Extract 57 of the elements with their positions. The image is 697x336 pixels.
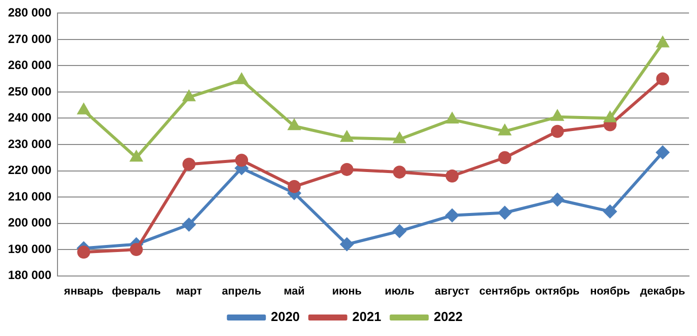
point xyxy=(498,206,512,220)
point xyxy=(446,208,459,222)
point xyxy=(550,124,564,138)
point xyxy=(394,132,406,144)
y-tick-label: 190 000 xyxy=(8,242,52,256)
point xyxy=(604,204,617,218)
point xyxy=(182,158,196,171)
y-tick-label: 270 000 xyxy=(8,32,52,46)
x-tick-label: январь xyxy=(64,285,104,298)
x-tick-label: апрель xyxy=(222,285,262,298)
point xyxy=(288,120,300,130)
point xyxy=(498,151,512,164)
point xyxy=(182,218,196,232)
point xyxy=(183,90,195,102)
legend-label: 2021 xyxy=(352,309,382,324)
point xyxy=(288,180,301,194)
y-tick-label: 260 000 xyxy=(8,58,52,72)
point xyxy=(341,131,353,142)
y-tick-label: 210 000 xyxy=(8,189,52,204)
point xyxy=(446,113,458,124)
point xyxy=(656,146,670,159)
x-tick-label: июнь xyxy=(332,285,362,298)
y-tick-label: 240 000 xyxy=(8,110,52,125)
x-tick-label: декабрь xyxy=(640,285,686,298)
point xyxy=(340,238,354,251)
x-tick-label: февраль xyxy=(112,285,162,298)
point xyxy=(498,124,511,136)
point xyxy=(235,154,248,167)
x-tick-label: июль xyxy=(384,285,415,298)
point xyxy=(656,36,669,48)
y-tick-label: 200 000 xyxy=(8,216,52,230)
point xyxy=(550,193,564,206)
point xyxy=(77,246,90,259)
x-tick-label: октябрь xyxy=(535,285,580,298)
x-tick-label: сентябрь xyxy=(479,285,530,298)
y-tick-label: 280 000 xyxy=(8,6,52,20)
y-tick-label: 230 000 xyxy=(8,136,52,151)
y-tick-label: 250 000 xyxy=(8,84,52,98)
point xyxy=(552,110,564,121)
point xyxy=(393,224,406,238)
legend-label: 2020 xyxy=(270,309,300,324)
point xyxy=(78,104,90,114)
point xyxy=(604,112,616,122)
point xyxy=(236,74,248,84)
point xyxy=(446,170,459,183)
x-tick-label: август xyxy=(434,285,470,298)
point xyxy=(130,151,142,162)
point xyxy=(340,162,354,176)
legend-label: 2022 xyxy=(434,309,463,324)
x-tick-label: ноябрь xyxy=(590,285,630,298)
x-tick-label: март xyxy=(176,285,203,298)
x-tick-label: май xyxy=(284,285,305,298)
y-tick-label: 180 000 xyxy=(8,268,52,282)
y-tick-label: 220 000 xyxy=(8,163,52,178)
point xyxy=(130,243,143,256)
point xyxy=(393,166,406,179)
point xyxy=(656,72,670,86)
